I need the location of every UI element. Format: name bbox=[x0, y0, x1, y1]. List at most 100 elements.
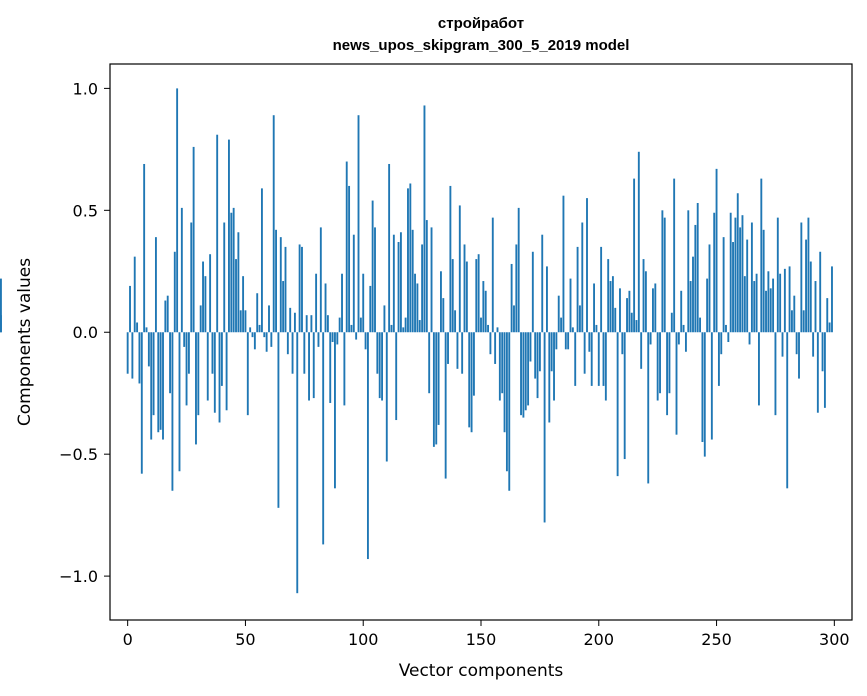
bar bbox=[461, 332, 464, 374]
bar bbox=[541, 234, 544, 333]
bar bbox=[557, 295, 560, 333]
bar bbox=[765, 290, 767, 333]
bar bbox=[366, 332, 369, 560]
bar bbox=[376, 332, 379, 374]
bar bbox=[571, 327, 574, 333]
bar bbox=[513, 305, 515, 333]
bar bbox=[522, 332, 525, 418]
bar bbox=[244, 310, 247, 333]
bar bbox=[388, 163, 391, 333]
bar bbox=[223, 222, 226, 333]
bar bbox=[682, 324, 685, 333]
bar bbox=[265, 332, 268, 352]
bar bbox=[423, 105, 426, 333]
bar bbox=[687, 210, 690, 333]
bar bbox=[774, 332, 777, 416]
bar bbox=[684, 332, 687, 352]
bar bbox=[581, 222, 584, 333]
bar bbox=[416, 283, 419, 333]
bar bbox=[819, 251, 822, 333]
bar bbox=[722, 237, 725, 333]
bar bbox=[449, 185, 452, 333]
bar bbox=[432, 332, 435, 447]
bar bbox=[159, 332, 162, 430]
bar bbox=[689, 281, 692, 333]
bar bbox=[409, 183, 412, 333]
bar bbox=[232, 207, 235, 333]
bar bbox=[435, 332, 438, 445]
x-axis: 0 50 100 150 200 250 300 bbox=[123, 620, 850, 649]
bar bbox=[249, 327, 252, 333]
bar bbox=[593, 283, 595, 333]
bar bbox=[131, 332, 134, 379]
x-tick-label: 300 bbox=[819, 630, 850, 649]
y-axis-label: Components values bbox=[15, 258, 35, 426]
bar bbox=[748, 332, 751, 345]
bar bbox=[140, 332, 143, 474]
bar bbox=[809, 261, 812, 333]
bar bbox=[564, 332, 567, 350]
bar bbox=[197, 332, 200, 416]
bar bbox=[692, 256, 694, 333]
bar bbox=[237, 232, 240, 333]
bar bbox=[548, 332, 551, 423]
bar bbox=[823, 332, 826, 408]
bar bbox=[296, 332, 299, 594]
bar bbox=[338, 317, 341, 333]
y-tick-label: −1.0 bbox=[59, 567, 98, 586]
bar bbox=[727, 332, 730, 342]
bar bbox=[531, 251, 534, 333]
bar bbox=[293, 312, 296, 333]
bar bbox=[195, 332, 197, 445]
bar bbox=[463, 244, 466, 333]
bar bbox=[138, 332, 141, 384]
bar bbox=[154, 237, 157, 333]
bar bbox=[350, 324, 353, 333]
bar bbox=[798, 332, 800, 379]
bar bbox=[741, 215, 744, 333]
bar bbox=[162, 332, 164, 440]
bar bbox=[348, 185, 351, 333]
bar bbox=[480, 317, 482, 333]
bar bbox=[129, 285, 131, 333]
bar bbox=[390, 324, 393, 333]
bar bbox=[527, 332, 530, 406]
bar bbox=[668, 332, 671, 394]
bar bbox=[614, 307, 617, 333]
bar bbox=[336, 332, 339, 345]
y-axis: 1.0 0.5 0.0 −0.5 −1.0 bbox=[59, 79, 110, 586]
bar bbox=[583, 332, 586, 374]
bar bbox=[588, 332, 591, 352]
bar bbox=[779, 273, 782, 333]
bar bbox=[600, 246, 603, 333]
bar bbox=[805, 239, 807, 333]
bar bbox=[529, 332, 532, 362]
bar bbox=[171, 332, 174, 491]
bar bbox=[503, 332, 506, 433]
bar bbox=[720, 332, 723, 355]
bar bbox=[218, 332, 221, 423]
bar bbox=[272, 115, 275, 333]
bar bbox=[807, 217, 810, 333]
bar bbox=[414, 273, 416, 333]
bar bbox=[190, 222, 193, 333]
bar bbox=[487, 324, 489, 333]
bar bbox=[663, 217, 666, 333]
bar bbox=[451, 259, 454, 333]
bar bbox=[383, 305, 386, 333]
bar bbox=[352, 234, 355, 333]
bar bbox=[326, 315, 329, 333]
bar bbox=[812, 332, 815, 357]
bar bbox=[270, 332, 273, 347]
bar bbox=[164, 300, 167, 333]
bar bbox=[821, 332, 824, 372]
bar bbox=[793, 295, 796, 333]
bar bbox=[458, 205, 461, 333]
bar bbox=[317, 332, 320, 347]
bar bbox=[498, 332, 501, 401]
bar bbox=[560, 317, 563, 333]
bar bbox=[407, 188, 409, 333]
bar bbox=[275, 229, 277, 333]
bar bbox=[802, 310, 805, 333]
bar bbox=[703, 332, 706, 457]
